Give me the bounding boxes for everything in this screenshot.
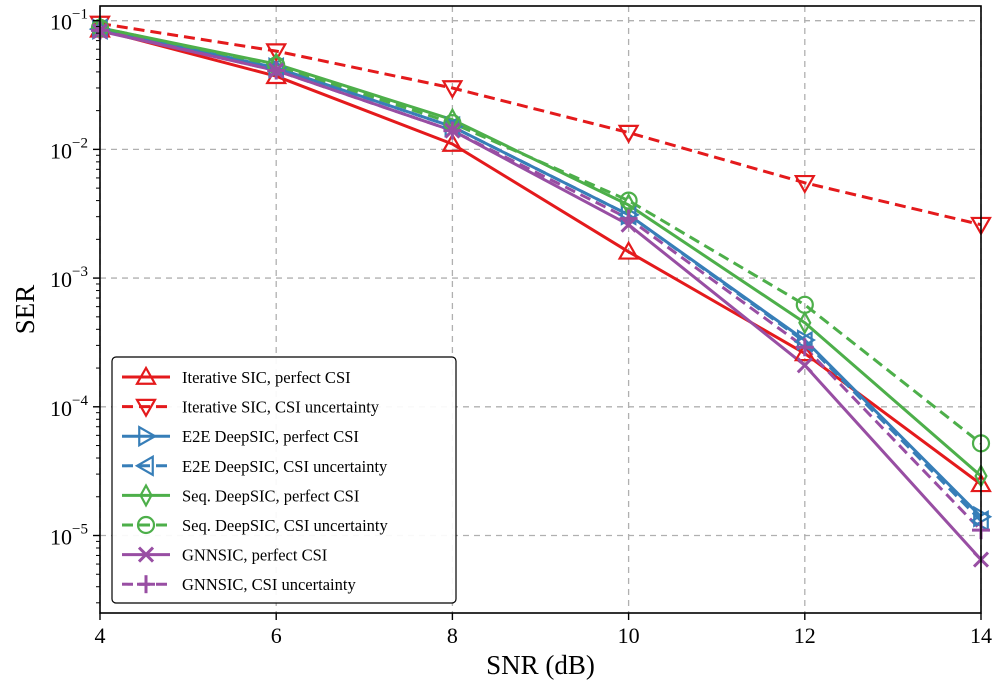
legend-marker [136,515,156,535]
series-6-point [619,191,638,210]
legend-item: Seq. DeepSIC, CSI uncertainty [122,515,389,535]
legend-item: GNNSIC, perfect CSI [122,546,327,565]
series-2-point [617,124,640,144]
series-5-point [798,310,812,335]
x-tick-label: 14 [970,623,992,648]
series-8-point [795,338,814,357]
legend-item: Seq. DeepSIC, perfect CSI [122,483,359,508]
y-tick-label: 10−1 [50,7,88,35]
x-tick-label: 4 [95,623,106,648]
legend-label: Iterative SIC, perfect CSI [182,368,351,387]
legend-label: E2E DeepSIC, perfect CSI [182,427,359,446]
series-7-point-stroke [796,357,813,374]
x-tick-label: 12 [794,623,816,648]
x-axis-label: SNR (dB) [486,650,595,680]
legend-marker [138,425,158,448]
legend-label: GNNSIC, perfect CSI [182,546,327,565]
series-8-point [443,121,462,140]
legend-item: GNNSIC, CSI uncertainty [122,575,356,594]
legend-item: E2E DeepSIC, CSI uncertainty [122,454,388,477]
axis-ticks: 4 6 8 10 12 14 10−1 10−2 10−3 10−4 10−5 [50,7,992,648]
series-1-point [441,132,464,152]
series-line-1 [100,28,981,486]
legend-item: E2E DeepSIC, perfect CSI [122,425,359,448]
series-7-point [796,357,813,374]
legend-label: Seq. DeepSIC, CSI uncertainty [182,516,389,535]
legend-marker [135,398,157,418]
series-lines [100,22,981,561]
y-axis-label: SER [10,285,40,335]
series-6-point [795,295,814,314]
legend: Iterative SIC, perfect CSI Iterative SIC,… [111,356,457,604]
legend-label: Seq. DeepSIC, perfect CSI [182,486,359,505]
legend-marker [139,483,153,508]
series-2-point [265,43,288,63]
series-8-point [267,61,286,80]
y-tick-label: 10−4 [50,393,88,421]
legend-marker [137,546,155,563]
series-1-point [617,240,640,260]
legend-marker [137,575,155,594]
x-tick-label: 8 [447,623,458,648]
series-line-4 [100,27,981,522]
series-1-point [793,342,816,362]
series-2-point [441,80,464,100]
legend-marker [134,454,154,477]
legend-marker-stroke [137,546,155,563]
legend-item: Iterative SIC, perfect CSI [122,365,351,387]
y-tick-label: 10−2 [50,135,88,163]
series-line-6 [100,26,981,445]
x-tick-label: 6 [271,623,282,648]
series-8-point [619,209,638,228]
legend-marker [135,365,157,385]
legend-item: Iterative SIC, CSI uncertainty [122,398,380,418]
series-line-2 [100,22,981,227]
series-2-point [793,174,816,195]
legend-label: E2E DeepSIC, CSI uncertainty [182,457,388,476]
legend-box [111,356,457,604]
plot-frame [99,5,982,614]
legend-label: Iterative SIC, CSI uncertainty [182,398,380,417]
legend-label: GNNSIC, CSI uncertainty [182,575,356,594]
series-line-8 [100,28,981,532]
y-tick-label: 10−3 [50,264,88,292]
y-tick-label: 10−5 [50,522,88,550]
x-tick-label: 10 [618,623,640,648]
series-line-7 [100,29,981,561]
